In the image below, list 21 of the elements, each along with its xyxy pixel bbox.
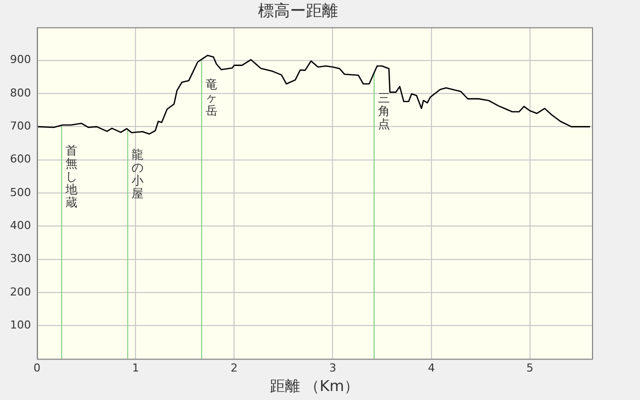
y-tick-label: 700 [10,120,31,133]
y-tick-label: 500 [10,186,31,199]
x-tick-label: 1 [132,361,140,374]
ref-line-label: 首無し地蔵 [64,143,78,210]
y-tick-label: 900 [10,53,31,66]
y-tick-label: 300 [10,252,31,266]
y-tick-label: 600 [10,152,31,166]
ref-line-label: 龍の小屋 [132,148,144,201]
ref-line-label: 竜ヶ岳 [206,77,218,118]
y-tick-label: 200 [10,285,31,298]
x-tick-label: 5 [526,361,534,374]
y-tick-label: 800 [10,86,31,100]
x-tick-label: 2 [230,361,238,374]
y-tick-label: 100 [10,318,31,332]
x-tick-label: 0 [33,361,40,374]
ref-line-label: 三角点 [378,90,390,131]
x-tick-label: 3 [329,361,336,374]
chart-title: 標高ー距離 [258,0,338,20]
x-axis-title: 距離 （Km） [270,376,360,395]
y-tick-label: 400 [10,219,31,232]
x-tick-label: 4 [428,361,435,374]
